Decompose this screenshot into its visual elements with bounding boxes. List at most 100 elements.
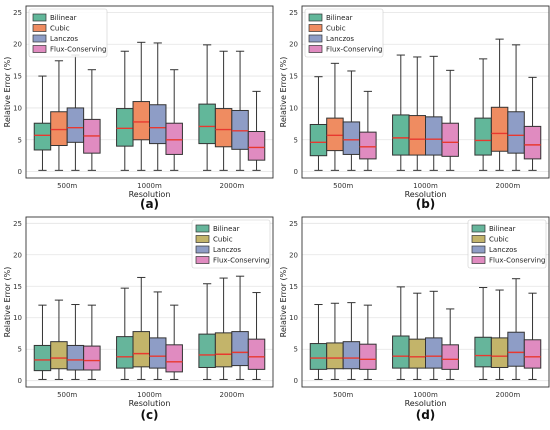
legend-box <box>467 219 547 269</box>
legend-swatch <box>471 245 486 254</box>
box-body <box>490 106 509 152</box>
legend-label: Cubic <box>213 236 233 244</box>
box-cubic-2000m <box>490 289 509 380</box>
box-bilinear-2000m <box>198 283 216 380</box>
box-body <box>425 337 443 369</box>
legend-label: Lanczos <box>489 246 517 254</box>
box-flux-conserving-500m <box>359 90 377 171</box>
legend-swatch <box>32 24 47 32</box>
box-body <box>247 338 266 370</box>
x-axis-label: Resolution <box>129 190 171 199</box>
box-body <box>342 341 361 370</box>
legend-swatch <box>308 13 323 22</box>
y-tick-label: 15 <box>13 283 22 291</box>
y-axis-label: Relative Error (%) <box>3 267 12 338</box>
box-body <box>474 336 492 368</box>
panel-label: (c) <box>140 408 158 422</box>
box-body <box>231 331 249 367</box>
x-tick-label: 500m <box>333 391 353 399</box>
box-flux-conserving-2000m <box>523 292 542 380</box>
y-tick-label: 5 <box>294 136 298 144</box>
y-tick-label: 5 <box>18 136 22 144</box>
legend-label: Flux-Conserving <box>213 257 269 265</box>
x-axis-label: Resolution <box>129 399 171 408</box>
box-body <box>342 121 361 155</box>
x-tick-label: 500m <box>57 182 77 190</box>
box-flux-conserving-1000m <box>165 69 183 171</box>
box-flux-conserving-500m <box>83 304 101 380</box>
x-tick-label: 2000m <box>220 391 245 399</box>
box-cubic-1000m <box>132 41 151 171</box>
legend: Bilinear Cubic Lanczos Flux-Conserving <box>304 8 384 58</box>
y-tick-label: 0 <box>18 377 22 385</box>
plot-frame <box>25 216 274 388</box>
panel-label: (a) <box>140 197 159 211</box>
x-tick-label: 1000m <box>137 391 162 399</box>
box-lanczos-2000m <box>231 50 249 171</box>
box-body <box>149 104 167 145</box>
box-flux-conserving-500m <box>83 69 101 171</box>
x-tick-label: 500m <box>57 391 77 399</box>
y-tick-label: 25 <box>289 9 298 17</box>
box-body <box>523 125 542 160</box>
box-body <box>116 336 134 369</box>
y-tick-label: 5 <box>294 346 298 354</box>
box-body <box>66 344 85 371</box>
box-flux-conserving-1000m <box>165 304 183 380</box>
box-bilinear-1000m <box>392 54 410 171</box>
legend-swatch <box>195 224 210 233</box>
box-body <box>507 111 525 154</box>
y-axis-label: Relative Error (%) <box>279 267 288 338</box>
y-tick-label: 25 <box>289 220 298 228</box>
box-cubic-500m <box>326 302 344 380</box>
box-bilinear-2000m <box>474 287 492 380</box>
box-body <box>50 111 68 147</box>
plot-frame <box>25 5 274 179</box>
box-cubic-1000m <box>132 276 151 380</box>
y-axis-label: Relative Error (%) <box>3 57 12 128</box>
legend-swatch <box>195 245 210 254</box>
box-cubic-2000m <box>214 277 233 380</box>
box-flux-conserving-2000m <box>523 76 542 171</box>
y-tick-label: 10 <box>289 314 298 322</box>
panel-label: (b) <box>416 197 436 211</box>
legend-label: Flux-Conserving <box>50 46 106 54</box>
legend-swatch <box>471 256 486 264</box>
box-cubic-500m <box>50 299 68 380</box>
x-tick-label: 2000m <box>220 182 245 190</box>
box-body <box>309 123 328 157</box>
box-body <box>247 130 266 161</box>
plot-frame <box>301 216 550 388</box>
y-tick-label: 15 <box>13 73 22 81</box>
x-tick-label: 2000m <box>496 182 521 190</box>
box-body <box>149 337 167 369</box>
box-body <box>83 345 101 371</box>
legend-label: Flux-Conserving <box>489 257 545 265</box>
box-flux-conserving-500m <box>359 304 377 380</box>
legend: Bilinear Cubic Lanczos Flux-Conserving <box>467 219 547 269</box>
box-bilinear-500m <box>309 76 328 171</box>
box-lanczos-2000m <box>231 275 249 380</box>
legend-box <box>191 219 271 269</box>
y-tick-label: 25 <box>13 220 22 228</box>
legend-label: Lanczos <box>326 35 354 43</box>
box-flux-conserving-2000m <box>247 90 266 171</box>
y-tick-label: 15 <box>289 283 298 291</box>
legend-swatch <box>308 24 323 32</box>
box-bilinear-1000m <box>116 50 134 171</box>
y-tick-label: 10 <box>289 104 298 112</box>
box-bilinear-1000m <box>116 287 134 380</box>
plot-frame <box>301 5 550 179</box>
box-body <box>116 108 134 147</box>
legend-label: Bilinear <box>50 14 77 22</box>
legend-label: Cubic <box>50 25 70 33</box>
y-tick-label: 15 <box>289 73 298 81</box>
box-body <box>441 344 459 370</box>
panel-b: 0 5 10 15 20 25 500m 1000m 2000m Resolution Relati… <box>279 5 550 211</box>
panel-label: (d) <box>416 408 436 422</box>
box-body <box>50 341 68 370</box>
legend-swatch <box>471 235 486 243</box>
legend-label: Cubic <box>489 236 509 244</box>
